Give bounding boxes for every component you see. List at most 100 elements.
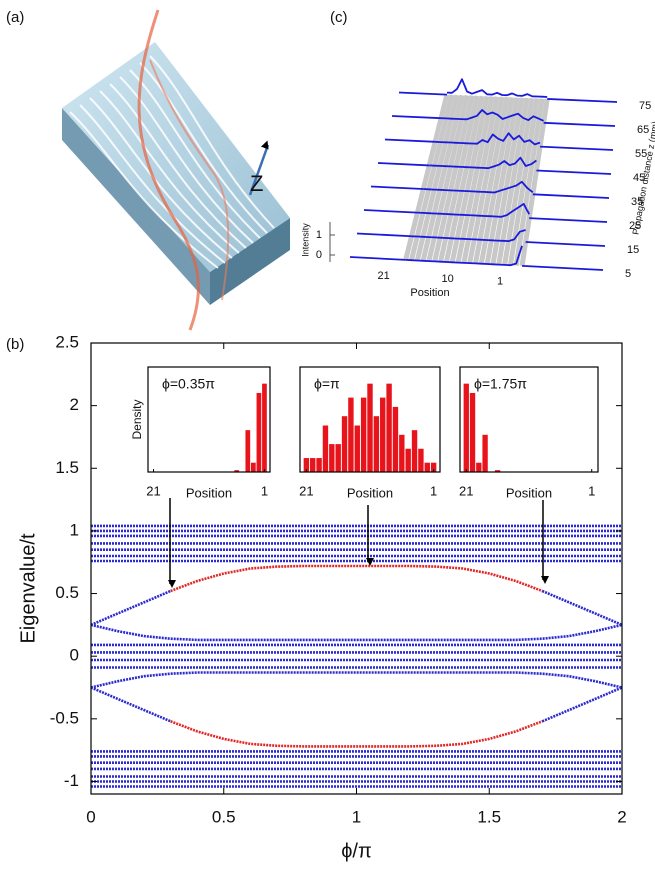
- x-axis-label: ϕ/π: [341, 840, 372, 862]
- density-bar: [476, 462, 482, 472]
- y-tick-label: 2: [70, 395, 79, 414]
- trace-baseline: [532, 193, 610, 199]
- intensity-trace: [435, 132, 541, 146]
- density-bar: [411, 430, 418, 472]
- density-bar: [303, 458, 310, 472]
- waveguide-stripe: [519, 98, 550, 267]
- eigenvalue-line: [90, 686, 172, 723]
- eigenvalue-line: [170, 720, 543, 748]
- intensity-trace: [405, 245, 523, 267]
- inset-title: ϕ=0.35π: [162, 376, 215, 392]
- density-bar: [392, 406, 399, 472]
- inset-title: ϕ=π: [314, 376, 340, 392]
- x-tick-label: 21: [146, 483, 160, 498]
- waveguide-stripe: [426, 94, 470, 262]
- density-bar: [373, 416, 380, 472]
- trace-baseline: [384, 138, 436, 143]
- trace-baseline: [547, 98, 618, 103]
- eigenvalue-line: [541, 589, 623, 627]
- density-bar: [335, 444, 341, 472]
- panel-label: (c): [330, 9, 348, 26]
- x-tick-label: 0: [86, 807, 95, 826]
- waveguide-stripe: [467, 96, 505, 264]
- density-bar: [380, 397, 386, 472]
- inset-frame: [459, 366, 599, 473]
- axis-label: Z: [250, 171, 263, 196]
- trace-baseline: [543, 121, 616, 127]
- x-axis-label: Position: [186, 485, 232, 500]
- intensity-trace: [411, 229, 526, 242]
- density-bar: [418, 448, 424, 472]
- density-bar: [367, 383, 373, 472]
- waveguide-stripe: [461, 96, 500, 264]
- z-tick-label: 25: [629, 220, 641, 232]
- x-tick-label: 1: [497, 276, 503, 288]
- waveguide-stripe: [420, 94, 465, 262]
- inset-title: ϕ=1.75π: [474, 376, 527, 392]
- intensity-trace: [446, 78, 548, 98]
- density-bar: [322, 425, 329, 472]
- waveguide-stripe: [478, 96, 515, 265]
- waveguide-stripe: [438, 95, 480, 263]
- density-bar: [341, 416, 348, 472]
- density-bar: [348, 397, 354, 472]
- density-bar: [469, 392, 476, 472]
- waveguide-stripe: [432, 95, 475, 262]
- intensity-trace: [429, 156, 537, 170]
- density-bar: [262, 383, 267, 472]
- waveguide-stripe: [490, 97, 525, 265]
- density-bar: [405, 448, 411, 472]
- y-tick-label: 0.5: [55, 583, 79, 602]
- intensity-trace: [441, 109, 544, 122]
- y-tick-label: 2.5: [55, 332, 79, 351]
- waveguide-stripe: [409, 94, 455, 261]
- y-tick-label: 1.5: [55, 458, 79, 477]
- eigenvalue-line: [170, 564, 543, 593]
- density-bar: [316, 458, 322, 472]
- trace-baseline: [363, 209, 418, 214]
- density-bar: [430, 462, 437, 472]
- density-bar: [251, 462, 256, 472]
- density-bar: [482, 434, 488, 472]
- x-tick-label: 2: [617, 807, 626, 826]
- z-tick-label: 55: [635, 148, 647, 160]
- inset-frame: [147, 366, 271, 473]
- density-bar: [463, 383, 469, 472]
- y-tick-label: -0.5: [50, 708, 79, 727]
- density-bar: [424, 462, 430, 472]
- waveguide-stripe: [513, 98, 545, 266]
- trace-baseline: [529, 217, 608, 223]
- trace-baseline: [349, 256, 406, 261]
- trace-baseline: [370, 185, 424, 190]
- y-axis-label: Intensity: [300, 223, 310, 257]
- z-tick-label: 35: [631, 196, 643, 208]
- density-bar: [234, 470, 240, 472]
- y-axis-label: Eigenvalue/t: [17, 533, 39, 644]
- x-tick-label: 21: [378, 270, 390, 282]
- x-tick-label: 1: [430, 483, 437, 498]
- x-tick-label: 1: [352, 807, 361, 826]
- density-bar: [245, 430, 251, 472]
- waveguide-stripe: [502, 97, 535, 266]
- y-axis-label: Density: [130, 399, 144, 439]
- density-bar: [329, 444, 335, 472]
- y-tick-label: 1: [316, 229, 322, 241]
- waveguide-stripe: [496, 97, 530, 266]
- x-tick-label: 21: [299, 483, 313, 498]
- waveguide-stripe: [449, 95, 490, 263]
- x-axis-label: Position: [347, 485, 393, 500]
- x-axis-label: Position: [506, 485, 552, 500]
- trace-baseline: [521, 264, 604, 271]
- annotation-arrows: [168, 498, 549, 588]
- y-tick-label: 1: [70, 520, 79, 539]
- panel-label: (a): [6, 9, 24, 26]
- panel-label: (b): [6, 336, 24, 353]
- y-tick-label: -1: [64, 771, 79, 790]
- z-tick-label: 45: [633, 172, 645, 184]
- y-tick-label: 0: [70, 646, 79, 665]
- y-tick-label: 0: [316, 249, 322, 261]
- density-bar: [386, 383, 392, 472]
- trace-baseline: [391, 115, 442, 120]
